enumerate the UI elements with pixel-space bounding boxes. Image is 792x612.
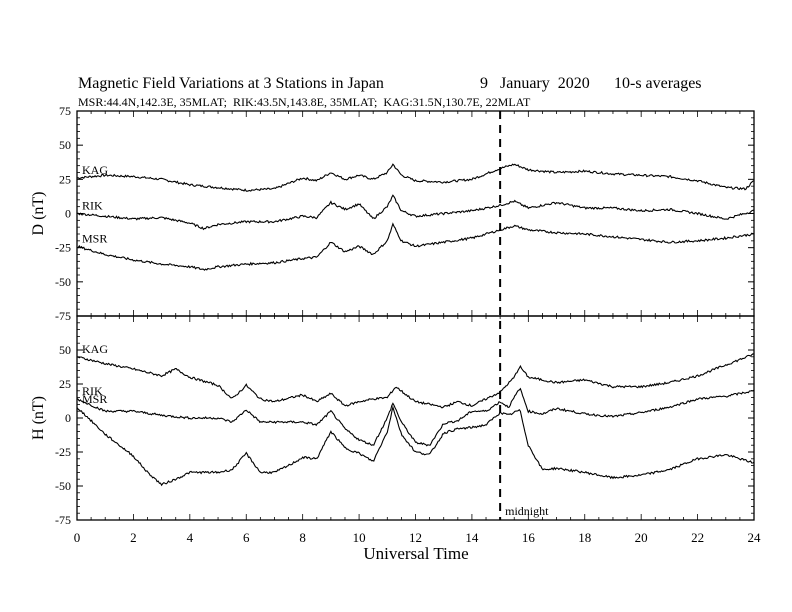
- series-label-d-msr: MSR: [82, 231, 107, 245]
- y-tick-label-h: 50: [59, 343, 71, 357]
- x-tick-label: 14: [465, 530, 479, 545]
- y-tick-label-h: -50: [55, 479, 71, 493]
- series-line-d-kag: [76, 163, 755, 192]
- x-tick-label: 12: [409, 530, 422, 545]
- y-tick-label-h: -75: [55, 513, 71, 527]
- series-label-h-kag: KAG: [82, 342, 108, 356]
- x-tick-label: 0: [74, 530, 81, 545]
- x-tick-label: 4: [187, 530, 194, 545]
- panel-d-frame: [76, 110, 755, 317]
- y-tick-label-h: 25: [59, 377, 71, 391]
- series-label-h-msr: MSR: [82, 392, 107, 406]
- x-tick-label: 18: [578, 530, 591, 545]
- series-label-h-rik: RIK: [82, 384, 103, 398]
- averaging-label: 10-s averages: [614, 75, 702, 92]
- x-tick-label: 2: [130, 530, 137, 545]
- panel-d: 75 50 25 0 -25 -50 -75 D (nT) KAG RIK MSR: [30, 104, 755, 323]
- y-tick-label-d: 25: [59, 172, 71, 186]
- x-axis-label: Universal Time: [363, 544, 468, 563]
- x-tick-label: 20: [635, 530, 648, 545]
- y-tick-label-d: -50: [55, 275, 71, 289]
- y-axis-label-d: D (nT): [30, 192, 47, 236]
- y-tick-label-d: 0: [65, 207, 71, 221]
- series-line-h-kag: [76, 353, 755, 409]
- series-line-d-msr: [76, 222, 755, 271]
- x-tick-label: 10: [353, 530, 366, 545]
- x-tick-label: 22: [691, 530, 704, 545]
- series-line-d-rik: [76, 194, 755, 231]
- y-tick-label-h: 0: [65, 411, 71, 425]
- chart-date: 9 January 2020: [480, 75, 590, 92]
- x-tick-label: 6: [243, 530, 250, 545]
- series-line-h-rik: [76, 387, 755, 447]
- stations-info: MSR:44.4N,142.3E, 35MLAT; RIK:43.5N,143.…: [78, 95, 531, 109]
- y-tick-label-d: 75: [59, 104, 71, 118]
- x-tick-label: 8: [299, 530, 306, 545]
- y-tick-label-d: 50: [59, 138, 71, 152]
- y-tick-label-d: -25: [55, 241, 71, 255]
- y-axis-label-h: H (nT): [30, 396, 47, 440]
- y-tick-label-d: -75: [55, 309, 71, 323]
- midnight-label: midnight: [505, 504, 549, 518]
- series-line-h-msr: [76, 405, 755, 487]
- chart-title: Magnetic Field Variations at 3 Stations …: [78, 75, 384, 92]
- series-label-d-rik: RIK: [82, 199, 103, 213]
- y-tick-label-h: -25: [55, 445, 71, 459]
- x-tick-label: 16: [522, 530, 536, 545]
- x-axis: 0 2 4 6 8 10 12 14 16 18 20 22 24: [74, 530, 761, 545]
- x-tick-label: 24: [748, 530, 762, 545]
- series-label-d-kag: KAG: [82, 163, 108, 177]
